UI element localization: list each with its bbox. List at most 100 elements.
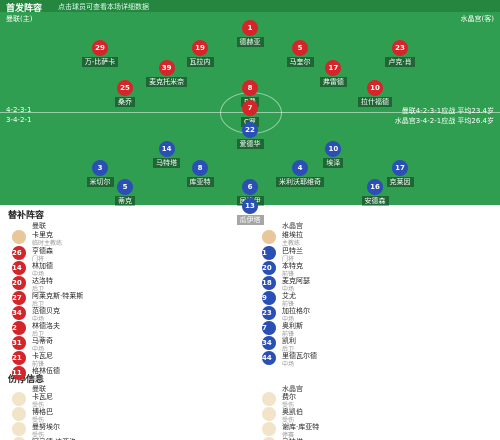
badge: 34 <box>262 336 276 350</box>
player[interactable]: 23 卢克·肖 <box>365 40 435 67</box>
player-name: 爱德华 <box>236 139 264 149</box>
player-name: 格林伍德 <box>32 367 60 375</box>
player-detail: 停赛 <box>282 432 295 439</box>
home-info: 曼联4-2-3-1应战 平均23.4岁 <box>401 107 494 115</box>
list-row: 曼努埃尔 受伤 <box>12 422 242 439</box>
player-detail: 受伤 <box>282 402 295 409</box>
player-name: 万-比萨卡 <box>81 57 119 67</box>
player-name: 亨德森 <box>32 247 53 255</box>
shirt-number: 13 <box>242 198 258 214</box>
player[interactable]: 5 马奎尔 <box>265 40 335 67</box>
player-name: 德赫亚 <box>236 37 264 47</box>
player[interactable]: 25 桑乔 <box>90 80 160 107</box>
manager-row: 卡里克 临时主教练 <box>12 230 242 247</box>
player[interactable]: 39 麦克托米奈 <box>132 60 202 87</box>
player-name: 米切尔 <box>86 177 114 187</box>
badge: 11 <box>12 366 26 380</box>
player-name: 克莱因 <box>386 177 414 187</box>
title: 首发阵容 <box>6 4 43 14</box>
shirt-number: 3 <box>92 160 108 176</box>
shirt-number: 5 <box>292 40 308 56</box>
badge: 20 <box>262 261 276 275</box>
player-detail: 门将 <box>282 256 295 263</box>
player[interactable]: 10 埃泽 <box>298 141 368 168</box>
shirt-number: 17 <box>392 160 408 176</box>
shirt-number: 16 <box>367 179 383 195</box>
player[interactable]: 19 瓦拉内 <box>165 40 235 67</box>
manager-role: 临时主教练 <box>32 240 63 247</box>
player[interactable]: 1 德赫亚 <box>215 20 285 47</box>
list-row: 卡瓦尼 受伤 <box>12 392 242 409</box>
player[interactable]: 17 弗雷德 <box>298 60 368 87</box>
player[interactable]: 14 马特塔 <box>132 141 202 168</box>
player-detail: 受伤 <box>282 417 295 424</box>
badge: 23 <box>262 306 276 320</box>
list-row: 44 里德瓦尔德 中场 <box>262 351 492 368</box>
player[interactable]: 16 安德森 <box>340 179 410 206</box>
shirt-number: 22 <box>242 122 258 138</box>
player-detail: 前锋 <box>282 331 295 338</box>
player-name: 蒂克 <box>115 196 135 206</box>
list-row: 2 林德洛夫 后卫 <box>12 321 242 338</box>
badge: 26 <box>12 246 26 260</box>
player[interactable]: 13 瓜伊塔 <box>215 198 285 225</box>
badge <box>12 392 26 406</box>
player-name: 马蒂奇 <box>32 337 53 345</box>
player[interactable]: 22 爱德华 <box>215 122 285 149</box>
badge <box>262 407 276 421</box>
player[interactable]: 8 库亚特 <box>165 160 235 187</box>
player-detail: 受伤 <box>32 432 45 439</box>
player-name: 马特塔 <box>153 158 181 168</box>
player-name: 加拉格尔 <box>282 307 310 315</box>
player-name: 弗雷德 <box>319 77 347 87</box>
team-name: 水晶宫 <box>282 222 303 230</box>
list-row: 11 格林伍德 前锋 <box>12 366 242 383</box>
player-detail: 中场 <box>282 286 295 293</box>
player-detail: 后卫 <box>282 346 295 353</box>
shirt-number: 8 <box>192 160 208 176</box>
badge: 34 <box>12 306 26 320</box>
player-detail: 前锋 <box>32 361 45 368</box>
shirt-number: 7 <box>242 100 258 116</box>
team-name: 曼联 <box>32 222 46 230</box>
manager-role: 主教练 <box>282 240 301 247</box>
player[interactable]: 3 米切尔 <box>65 160 135 187</box>
list-row: 34 范德贝克 中场 <box>12 306 242 323</box>
shirt-number: 39 <box>158 60 175 76</box>
player[interactable]: 5 蒂克 <box>90 179 160 206</box>
player[interactable]: 17 克莱因 <box>365 160 435 187</box>
player-detail: 前锋 <box>32 376 45 383</box>
player-detail: 前锋 <box>282 271 295 278</box>
player-name: 阿莱克斯·特莱斯 <box>32 292 84 300</box>
player-detail: 后卫 <box>32 286 45 293</box>
shirt-number: 4 <box>292 160 308 176</box>
badge <box>12 437 26 440</box>
pitch: 首发阵容 点击球员可查看本场详细数据 曼联(主) 水晶宫(客) 4-2-3-1 … <box>0 0 500 225</box>
player-name: 博格巴 <box>32 408 53 416</box>
player[interactable]: 29 万-比萨卡 <box>65 40 135 67</box>
player-name: 阿马德·迪亚洛 <box>32 437 76 440</box>
shirt-number: 14 <box>158 141 175 157</box>
list-row: 1 巴特兰 门将 <box>262 246 492 263</box>
away-formation: 3-4-2-1 <box>6 116 32 124</box>
player-name: 卡瓦尼 <box>32 352 53 360</box>
subs-title: 替补阵容 <box>8 211 45 221</box>
player[interactable]: 4 米利沃耶维奇 <box>265 160 335 187</box>
list-row: 奥凯伯 受伤 <box>262 407 492 424</box>
list-row: 21 卡瓦尼 前锋 <box>12 351 242 368</box>
player-name: 里德瓦尔德 <box>282 352 317 360</box>
badge: 9 <box>262 291 276 305</box>
player-name: 瓜伊塔 <box>236 215 264 225</box>
manager-row: 维埃拉 主教练 <box>262 230 492 247</box>
player-name: 麦克阿瑟 <box>282 277 310 285</box>
badge <box>12 407 26 421</box>
player-name: 谢库·库亚特 <box>282 423 320 431</box>
list-row: 阿马德·迪亚洛受伤 <box>12 437 242 440</box>
list-row: 马特塔受伤 <box>262 437 492 440</box>
list-row: 博格巴 受伤 <box>12 407 242 424</box>
list-row: 7 奥利斯 前锋 <box>262 321 492 338</box>
player-name: 范德贝克 <box>32 307 60 315</box>
player[interactable]: 10 拉什福德 <box>340 80 410 107</box>
player-name: 林加德 <box>32 262 53 270</box>
